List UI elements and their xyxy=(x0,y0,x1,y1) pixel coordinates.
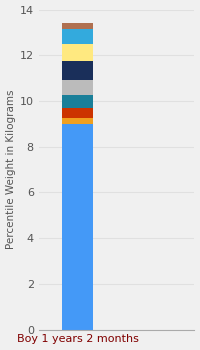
Bar xyxy=(62,124,93,330)
Bar xyxy=(62,118,93,124)
Bar xyxy=(62,95,93,108)
Bar xyxy=(62,108,93,118)
Bar xyxy=(62,23,93,29)
Bar xyxy=(62,80,93,95)
Bar xyxy=(62,29,93,44)
Y-axis label: Percentile Weight in Kilograms: Percentile Weight in Kilograms xyxy=(6,90,16,249)
Bar xyxy=(62,61,93,80)
Bar xyxy=(62,44,93,61)
